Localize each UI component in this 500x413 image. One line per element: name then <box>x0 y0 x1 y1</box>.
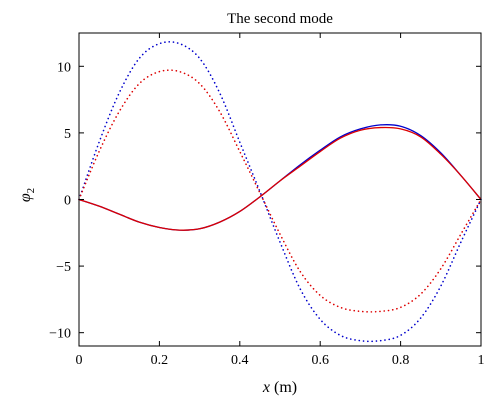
series-line-2-solid <box>78 126 482 231</box>
x-tick-label: 0 <box>76 353 83 368</box>
series-line-3-dotted <box>78 41 482 343</box>
y-tick-label: −10 <box>49 327 71 342</box>
x-tick-label: 0.8 <box>392 353 410 368</box>
x-tick-label: 0.4 <box>231 353 249 368</box>
chart-title: The second mode <box>227 11 333 27</box>
series-layer <box>78 41 482 343</box>
plot-area-frame <box>78 32 482 347</box>
ticks-layer: 0 0.2 0.4 0.6 0.8 1 −10 −5 0 5 10 <box>49 33 485 368</box>
x-tick-label: 0.6 <box>311 353 329 368</box>
y-tick-label: −5 <box>56 260 71 275</box>
y-axis-label: φ2 <box>17 188 37 202</box>
series-line-1-solid <box>78 124 482 231</box>
x-tick-label: 1 <box>478 353 485 368</box>
y-tick-label: 5 <box>64 127 71 142</box>
y-axis-symbol: φ <box>17 193 34 202</box>
y-tick-label: 10 <box>57 60 71 75</box>
x-axis-variable: x <box>262 379 270 396</box>
y-axis-subscript: 2 <box>25 188 37 194</box>
series-line-4-dotted <box>78 69 482 313</box>
x-axis-unit: (m) <box>270 379 297 396</box>
x-axis-label: x (m) <box>262 379 297 396</box>
x-tick-label: 0.2 <box>151 353 169 368</box>
y-tick-label: 0 <box>64 193 71 208</box>
